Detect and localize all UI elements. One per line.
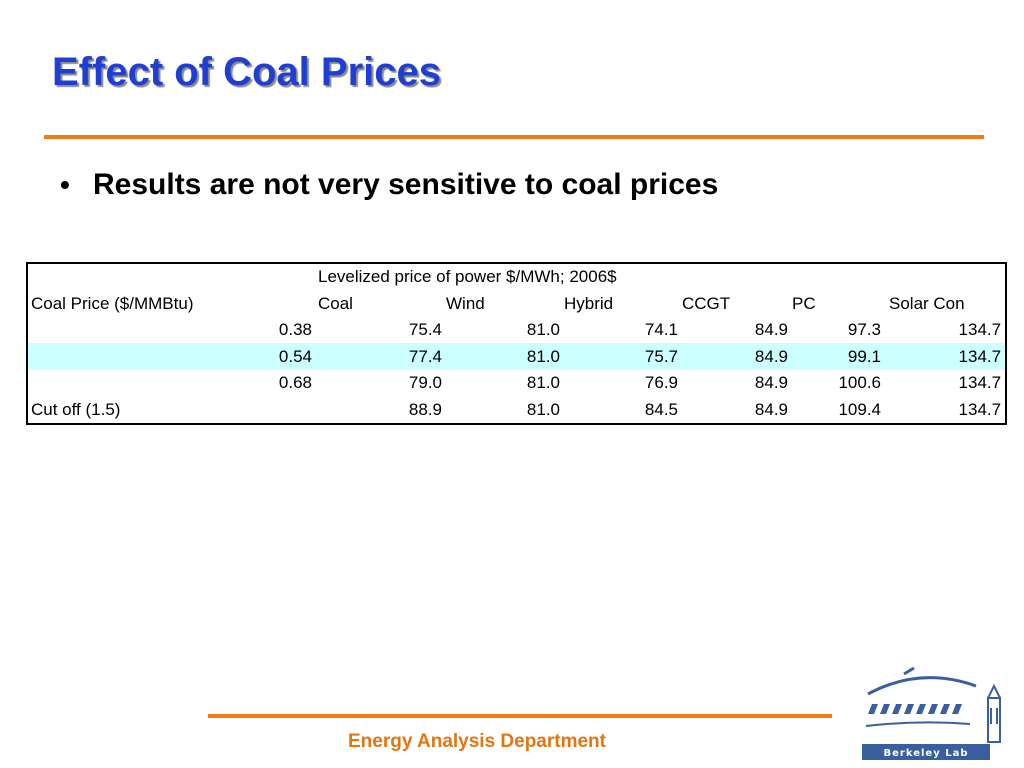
table-cell: 99.1 <box>792 343 885 370</box>
bullet-text: Results are not very sensitive to coal p… <box>93 168 719 201</box>
table-cell: 84.9 <box>754 373 788 393</box>
coal-price-cell: Cut off (1.5) <box>31 399 121 419</box>
bullet-dot-icon: • <box>60 169 70 200</box>
table-cell: 134.7 <box>958 399 1002 419</box>
title-divider <box>44 135 984 139</box>
table-cell: 81.0 <box>526 373 560 393</box>
column-header-ccgt: CCGT <box>682 293 731 313</box>
coal-price-cell: 0.54 <box>27 343 316 370</box>
table-cell: 84.9 <box>754 399 788 419</box>
column-header-solar-con: Solar Con <box>889 293 965 313</box>
column-header-wind: Wind <box>446 293 485 313</box>
row-header-label: Coal Price ($/MMBtu) <box>31 293 194 313</box>
table-cell: 109.4 <box>838 399 881 419</box>
table-cell: 77.4 <box>316 343 446 370</box>
table-row-highlighted: 0.54 77.4 81.0 75.7 84.9 99.1 134.7 <box>27 343 1007 370</box>
table-cell: 84.9 <box>682 343 792 370</box>
column-header-pc: PC <box>792 293 816 313</box>
column-header-hybrid: Hybrid <box>564 293 614 313</box>
table-cell: 81.0 <box>446 343 564 370</box>
table-cell: 75.4 <box>408 320 442 340</box>
table-cell: 134.7 <box>958 320 1002 340</box>
table-cell: 84.5 <box>644 399 678 419</box>
table-cell: 88.9 <box>408 399 442 419</box>
logo-text: Berkeley Lab <box>884 748 969 759</box>
coal-price-cell: 0.38 <box>278 320 312 340</box>
table-caption-row: Levelized price of power $/MWh; 2006$ <box>27 263 1006 291</box>
table-cell: 100.6 <box>838 373 881 393</box>
bullet-item: • Results are not very sensitive to coal… <box>60 168 718 202</box>
slide-title: Effect of Coal Prices <box>52 50 442 94</box>
table-header-row: Coal Price ($/MMBtu) Coal Wind Hybrid CC… <box>27 291 1006 317</box>
table-cell: 134.7 <box>885 343 1007 370</box>
table-row: 0.38 75.4 81.0 74.1 84.9 97.3 134.7 <box>27 317 1006 343</box>
footer-divider <box>208 714 832 718</box>
coal-price-cell: 0.68 <box>278 373 312 393</box>
table-cell: 97.3 <box>847 320 881 340</box>
table-cell: 75.7 <box>564 343 682 370</box>
levelized-price-table: Levelized price of power $/MWh; 2006$ Co… <box>26 262 1008 425</box>
berkeley-lab-logo: Berkeley Lab <box>862 666 1001 760</box>
table-cell: 74.1 <box>644 320 678 340</box>
footer-department: Energy Analysis Department <box>348 731 606 752</box>
table-caption: Levelized price of power $/MWh; 2006$ <box>318 267 617 287</box>
table-cell: 76.9 <box>644 373 678 393</box>
table-cell: 134.7 <box>958 373 1002 393</box>
table-cell: 84.9 <box>754 320 788 340</box>
table-cell: 79.0 <box>408 373 442 393</box>
table-cell: 81.0 <box>526 399 560 419</box>
column-header-coal: Coal <box>318 293 353 313</box>
table-cell: 81.0 <box>526 320 560 340</box>
table-row: Cut off (1.5) 88.9 81.0 84.5 84.9 109.4 … <box>27 396 1006 424</box>
table-row: 0.68 79.0 81.0 76.9 84.9 100.6 134.7 <box>27 370 1006 396</box>
